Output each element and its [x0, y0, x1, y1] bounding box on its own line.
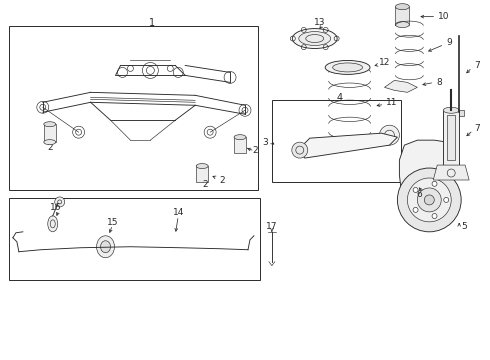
Text: 17: 17: [266, 222, 278, 231]
Text: 6: 6: [416, 190, 422, 199]
Circle shape: [444, 197, 449, 202]
Bar: [196, 166, 208, 182]
Bar: [443, 110, 459, 165]
Text: 12: 12: [379, 58, 390, 67]
Text: 7: 7: [474, 61, 480, 70]
Ellipse shape: [443, 107, 459, 113]
Bar: [272, 100, 401, 182]
Ellipse shape: [48, 216, 58, 232]
Text: 2: 2: [220, 176, 225, 185]
Text: 7: 7: [474, 124, 480, 133]
Bar: [395, 7, 409, 24]
Ellipse shape: [44, 122, 56, 127]
Text: 15: 15: [107, 218, 118, 227]
Text: 16: 16: [50, 203, 61, 212]
Circle shape: [417, 188, 441, 212]
Text: 11: 11: [386, 98, 397, 107]
Circle shape: [292, 142, 308, 158]
Ellipse shape: [196, 163, 208, 168]
Circle shape: [424, 195, 434, 205]
Text: 5: 5: [461, 222, 467, 231]
Circle shape: [55, 197, 65, 207]
Text: 8: 8: [437, 78, 442, 87]
Text: 1: 1: [149, 18, 155, 28]
Circle shape: [413, 207, 418, 212]
Bar: [9, 198, 260, 280]
Circle shape: [407, 178, 451, 222]
Ellipse shape: [395, 4, 409, 10]
Circle shape: [413, 188, 418, 193]
Ellipse shape: [97, 236, 115, 258]
Ellipse shape: [325, 60, 370, 75]
Text: 2: 2: [252, 145, 258, 154]
Circle shape: [432, 213, 437, 219]
Text: 4: 4: [337, 93, 343, 103]
Polygon shape: [399, 140, 457, 228]
Ellipse shape: [234, 135, 246, 140]
Text: 2: 2: [47, 143, 52, 152]
Circle shape: [397, 168, 461, 232]
Ellipse shape: [293, 28, 337, 49]
Bar: [447, 115, 455, 160]
Bar: [234, 137, 246, 153]
Circle shape: [379, 125, 399, 145]
Ellipse shape: [333, 63, 363, 72]
Ellipse shape: [44, 140, 56, 145]
Bar: [9, 26, 258, 190]
Bar: [44, 124, 56, 142]
Text: 14: 14: [172, 208, 184, 217]
Text: 2: 2: [202, 180, 208, 189]
Polygon shape: [298, 133, 397, 158]
Circle shape: [432, 181, 437, 186]
Ellipse shape: [299, 32, 331, 45]
Bar: [454, 110, 464, 116]
Polygon shape: [433, 165, 469, 180]
Text: 3: 3: [262, 138, 268, 147]
Text: 10: 10: [438, 12, 449, 21]
Polygon shape: [385, 80, 417, 92]
Text: 13: 13: [314, 18, 325, 27]
Ellipse shape: [395, 22, 409, 28]
Text: 9: 9: [446, 38, 452, 47]
Ellipse shape: [100, 241, 111, 253]
